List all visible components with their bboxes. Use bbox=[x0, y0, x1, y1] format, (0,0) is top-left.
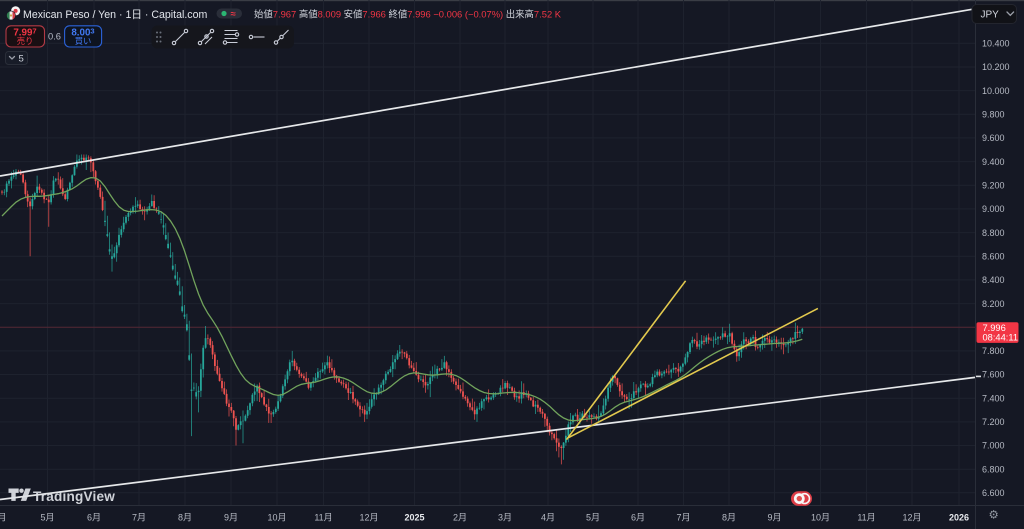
svg-text:8.003: 8.003 bbox=[71, 26, 94, 38]
svg-text:5月: 5月 bbox=[40, 513, 54, 523]
svg-text:9.800: 9.800 bbox=[982, 110, 1005, 120]
svg-text:9.400: 9.400 bbox=[982, 157, 1005, 167]
svg-text:JPY: JPY bbox=[981, 10, 1000, 21]
svg-text:9月: 9月 bbox=[767, 513, 781, 523]
svg-text:7.600: 7.600 bbox=[982, 370, 1005, 380]
svg-text:9.200: 9.200 bbox=[982, 181, 1005, 191]
svg-text:月: 月 bbox=[0, 513, 7, 523]
svg-text:7.000: 7.000 bbox=[982, 441, 1005, 451]
svg-text:10.000: 10.000 bbox=[982, 86, 1010, 96]
svg-text:6月: 6月 bbox=[631, 513, 645, 523]
svg-text:08:44:11: 08:44:11 bbox=[983, 333, 1019, 343]
svg-text:11月: 11月 bbox=[857, 513, 875, 523]
svg-text:4月: 4月 bbox=[541, 513, 555, 523]
svg-text:12月: 12月 bbox=[359, 513, 378, 523]
svg-text:3月: 3月 bbox=[498, 513, 512, 523]
svg-text:2月: 2月 bbox=[453, 513, 467, 523]
svg-text:6.800: 6.800 bbox=[982, 464, 1005, 474]
svg-text:11月: 11月 bbox=[314, 513, 332, 523]
svg-text:10月: 10月 bbox=[267, 513, 286, 523]
svg-text:Mexican Peso / Yen · 1日 · Capi: Mexican Peso / Yen · 1日 · Capital.com bbox=[23, 9, 207, 21]
svg-text:5月: 5月 bbox=[586, 513, 600, 523]
svg-text:2025: 2025 bbox=[404, 513, 424, 523]
svg-text:6月: 6月 bbox=[87, 513, 101, 523]
svg-text:7月: 7月 bbox=[676, 513, 690, 523]
svg-text:始値7.967 高値8.009 安値7.966 終値7: 始値7.967 高値8.009 安値7.966 終値7.996 −0.006 (… bbox=[254, 9, 562, 20]
svg-text:7.400: 7.400 bbox=[982, 393, 1005, 403]
svg-text:10月: 10月 bbox=[811, 513, 830, 523]
svg-text:12月: 12月 bbox=[902, 513, 921, 523]
svg-text:9月: 9月 bbox=[224, 513, 238, 523]
svg-text:8.400: 8.400 bbox=[982, 275, 1005, 285]
svg-text:10.200: 10.200 bbox=[982, 62, 1010, 72]
svg-text:8月: 8月 bbox=[722, 513, 736, 523]
svg-text:買い: 買い bbox=[75, 36, 92, 46]
svg-text:≈: ≈ bbox=[231, 9, 237, 20]
svg-text:⚙: ⚙ bbox=[989, 510, 999, 522]
svg-text:10.400: 10.400 bbox=[982, 39, 1010, 49]
svg-text:7.997: 7.997 bbox=[13, 26, 36, 38]
svg-text:7.996: 7.996 bbox=[983, 323, 1006, 333]
svg-text:TradingView: TradingView bbox=[33, 489, 115, 504]
svg-text:8月: 8月 bbox=[178, 513, 192, 523]
svg-text:9.600: 9.600 bbox=[982, 133, 1005, 143]
svg-text:9.000: 9.000 bbox=[982, 204, 1005, 214]
svg-text:8.800: 8.800 bbox=[982, 228, 1005, 238]
svg-text:7月: 7月 bbox=[132, 513, 146, 523]
svg-text:7.800: 7.800 bbox=[982, 346, 1005, 356]
svg-text:5: 5 bbox=[19, 54, 24, 65]
svg-text:8.200: 8.200 bbox=[982, 299, 1005, 309]
svg-text:2026: 2026 bbox=[949, 513, 969, 523]
svg-text:売り: 売り bbox=[17, 36, 34, 46]
svg-text:0.6: 0.6 bbox=[48, 32, 61, 42]
svg-text:6.600: 6.600 bbox=[982, 488, 1005, 498]
svg-text:8.600: 8.600 bbox=[982, 251, 1005, 261]
svg-text:7.200: 7.200 bbox=[982, 417, 1005, 427]
